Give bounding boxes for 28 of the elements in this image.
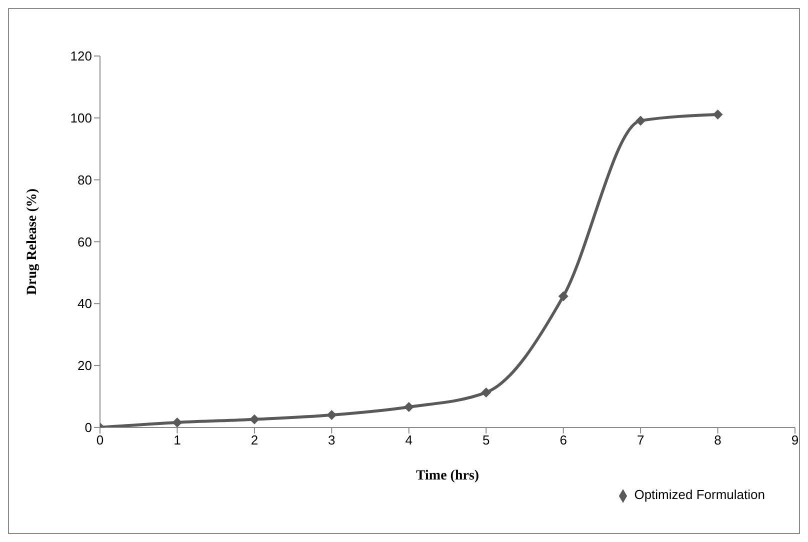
point: [636, 116, 646, 126]
x-tick-label: 4: [405, 432, 413, 448]
y-tick-label: 80: [78, 172, 92, 188]
x-tick-label: 5: [482, 432, 490, 448]
point: [712, 110, 723, 120]
point: [481, 387, 492, 398]
x-tick-label: 3: [328, 432, 336, 448]
y-axis-title: Drug Release (%): [24, 188, 40, 295]
point: [172, 417, 182, 428]
x-tick-label: 0: [96, 432, 104, 448]
point: [249, 414, 260, 424]
legend-label: Optimized Formulation: [634, 487, 765, 502]
x-tick-label: 9: [791, 432, 799, 448]
y-tick-label: 0: [84, 420, 92, 436]
y-tick-label: 20: [78, 358, 92, 374]
point: [326, 410, 337, 420]
x-tick-label: 8: [714, 432, 722, 448]
point: [558, 291, 568, 302]
y-tick-label: 40: [78, 296, 92, 312]
x-tick-label: 6: [560, 432, 567, 448]
y-tick-label: 120: [70, 48, 92, 64]
y-tick-label: 60: [78, 234, 92, 250]
x-tick-label: 1: [174, 432, 181, 448]
point: [404, 402, 414, 412]
x-tick-label: 7: [636, 432, 644, 448]
x-axis-title: Time (hrs): [416, 468, 480, 484]
x-tick-label: 2: [250, 432, 258, 448]
y-tick-label: 100: [70, 110, 92, 126]
